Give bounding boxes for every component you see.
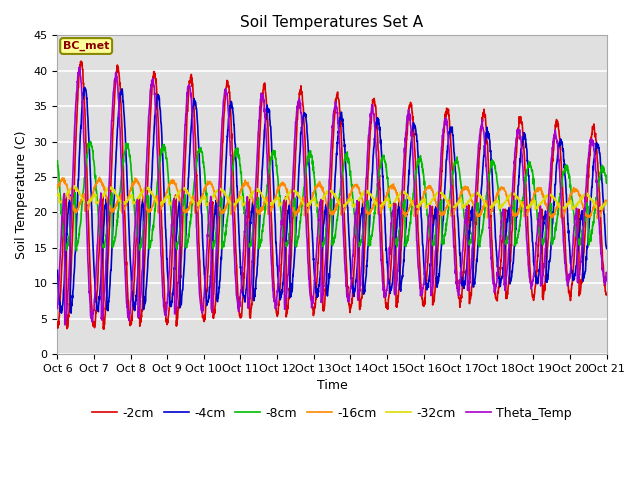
Line: -32cm: -32cm	[58, 186, 607, 210]
Legend: -2cm, -4cm, -8cm, -16cm, -32cm, Theta_Temp: -2cm, -4cm, -8cm, -16cm, -32cm, Theta_Te…	[88, 402, 577, 425]
-32cm	[54, 193, 61, 199]
-32cm	[70, 183, 77, 189]
-2cm	[495, 279, 503, 285]
Text: BC_met: BC_met	[63, 41, 109, 51]
Theta_Temp	[156, 229, 164, 235]
-32cm	[603, 200, 611, 205]
-2cm	[338, 142, 346, 147]
-2cm	[100, 326, 108, 332]
-16cm	[95, 175, 103, 180]
Line: -16cm: -16cm	[58, 178, 607, 218]
Theta_Temp	[495, 249, 503, 254]
-4cm	[338, 112, 346, 118]
Line: -2cm: -2cm	[58, 61, 607, 329]
-8cm	[86, 139, 94, 144]
Theta_Temp	[76, 64, 83, 70]
-8cm	[54, 158, 61, 164]
-2cm	[579, 261, 587, 267]
Theta_Temp	[204, 234, 211, 240]
Line: -4cm: -4cm	[58, 87, 607, 313]
-8cm	[495, 203, 503, 208]
-4cm	[54, 267, 61, 273]
-16cm	[593, 216, 601, 221]
-8cm	[395, 228, 403, 234]
-2cm	[77, 58, 85, 64]
Y-axis label: Soil Temperature (C): Soil Temperature (C)	[15, 131, 28, 259]
Title: Soil Temperatures Set A: Soil Temperatures Set A	[241, 15, 424, 30]
-16cm	[579, 201, 586, 207]
-2cm	[204, 271, 211, 276]
Line: -8cm: -8cm	[58, 142, 607, 251]
-16cm	[156, 208, 164, 214]
Theta_Temp	[338, 191, 346, 197]
-16cm	[395, 196, 403, 202]
-16cm	[204, 182, 211, 188]
-16cm	[495, 187, 503, 193]
-2cm	[603, 291, 611, 297]
Line: Theta_Temp: Theta_Temp	[58, 67, 607, 325]
Theta_Temp	[395, 250, 403, 256]
-32cm	[156, 202, 164, 207]
X-axis label: Time: Time	[317, 379, 348, 392]
-8cm	[204, 206, 211, 212]
Theta_Temp	[579, 229, 587, 235]
-32cm	[337, 201, 345, 207]
-2cm	[54, 323, 61, 328]
-16cm	[603, 198, 611, 204]
-8cm	[156, 158, 164, 164]
-32cm	[204, 202, 211, 208]
-32cm	[495, 205, 503, 211]
-8cm	[579, 225, 587, 230]
-4cm	[395, 207, 403, 213]
-4cm	[495, 275, 503, 280]
-4cm	[81, 84, 88, 90]
-2cm	[395, 287, 403, 293]
-8cm	[72, 248, 80, 254]
Theta_Temp	[54, 305, 61, 311]
-4cm	[579, 273, 587, 278]
-32cm	[395, 192, 403, 198]
-8cm	[338, 176, 346, 182]
-32cm	[570, 207, 578, 213]
-16cm	[337, 210, 345, 216]
-4cm	[603, 246, 611, 252]
-4cm	[156, 107, 164, 112]
Theta_Temp	[61, 322, 68, 328]
-16cm	[54, 186, 61, 192]
-4cm	[67, 310, 75, 316]
-4cm	[204, 298, 211, 304]
Theta_Temp	[603, 270, 611, 276]
-32cm	[579, 194, 587, 200]
-2cm	[156, 177, 164, 183]
-8cm	[603, 180, 611, 186]
